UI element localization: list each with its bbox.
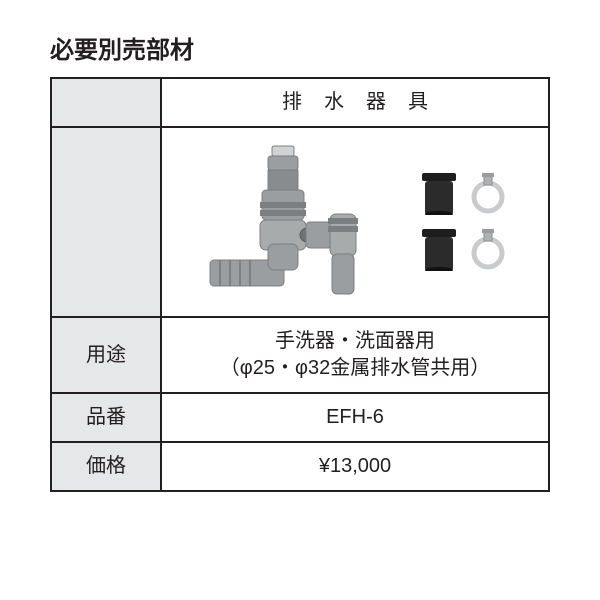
row-value-price: ¥13,000 bbox=[161, 442, 549, 491]
product-image-cell bbox=[161, 127, 549, 317]
row-value-partno: EFH-6 bbox=[161, 393, 549, 442]
usage-line2: （φ25・φ32金属排水管共用） bbox=[220, 357, 490, 379]
hose-clamp-icon bbox=[468, 229, 508, 271]
accessory-row-2 bbox=[416, 229, 508, 271]
header-cell: 排水器具 bbox=[161, 78, 549, 127]
row-label-partno: 品番 bbox=[51, 393, 161, 442]
usage-line1: 手洗器・洗面器用 bbox=[275, 330, 435, 352]
adapter-sleeve-icon bbox=[416, 173, 462, 215]
row-label-usage: 用途 bbox=[51, 317, 161, 393]
accessory-group bbox=[416, 173, 508, 271]
adapter-sleeve-icon bbox=[416, 229, 462, 271]
header-label-blank bbox=[51, 78, 161, 127]
drain-fitting-icon bbox=[202, 142, 392, 302]
row-label-price: 価格 bbox=[51, 442, 161, 491]
row-value-usage: 手洗器・洗面器用 （φ25・φ32金属排水管共用） bbox=[161, 317, 549, 393]
accessory-row-1 bbox=[416, 173, 508, 215]
section-title: 必要別売部材 bbox=[50, 30, 550, 65]
product-illustration bbox=[170, 136, 540, 308]
image-label-blank bbox=[51, 127, 161, 317]
spec-table: 排水器具 bbox=[50, 77, 550, 492]
hose-clamp-icon bbox=[468, 173, 508, 215]
